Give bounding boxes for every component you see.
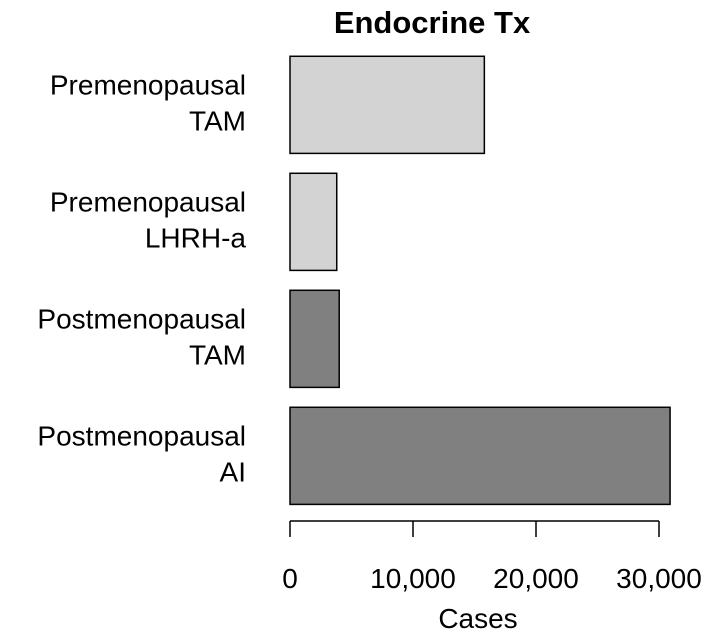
bar bbox=[289, 406, 671, 506]
chart-title: Endocrine Tx bbox=[334, 5, 531, 40]
bar bbox=[289, 55, 486, 155]
y-tick-label: Postmenopausal AI bbox=[37, 421, 246, 488]
y-tick-label: Premenopausal TAM bbox=[50, 70, 246, 137]
x-tick-label: 20,000 bbox=[493, 563, 579, 594]
bar bbox=[289, 172, 338, 272]
y-tick-label: Postmenopausal TAM bbox=[37, 304, 246, 371]
x-tick-label: 30,000 bbox=[616, 563, 702, 594]
x-tick-label: 10,000 bbox=[370, 563, 456, 594]
bar bbox=[289, 289, 340, 389]
y-tick-label: Premenopausal LHRH-a bbox=[50, 187, 247, 254]
x-tick-label: 0 bbox=[282, 563, 298, 594]
x-axis-label: Cases bbox=[438, 603, 517, 634]
